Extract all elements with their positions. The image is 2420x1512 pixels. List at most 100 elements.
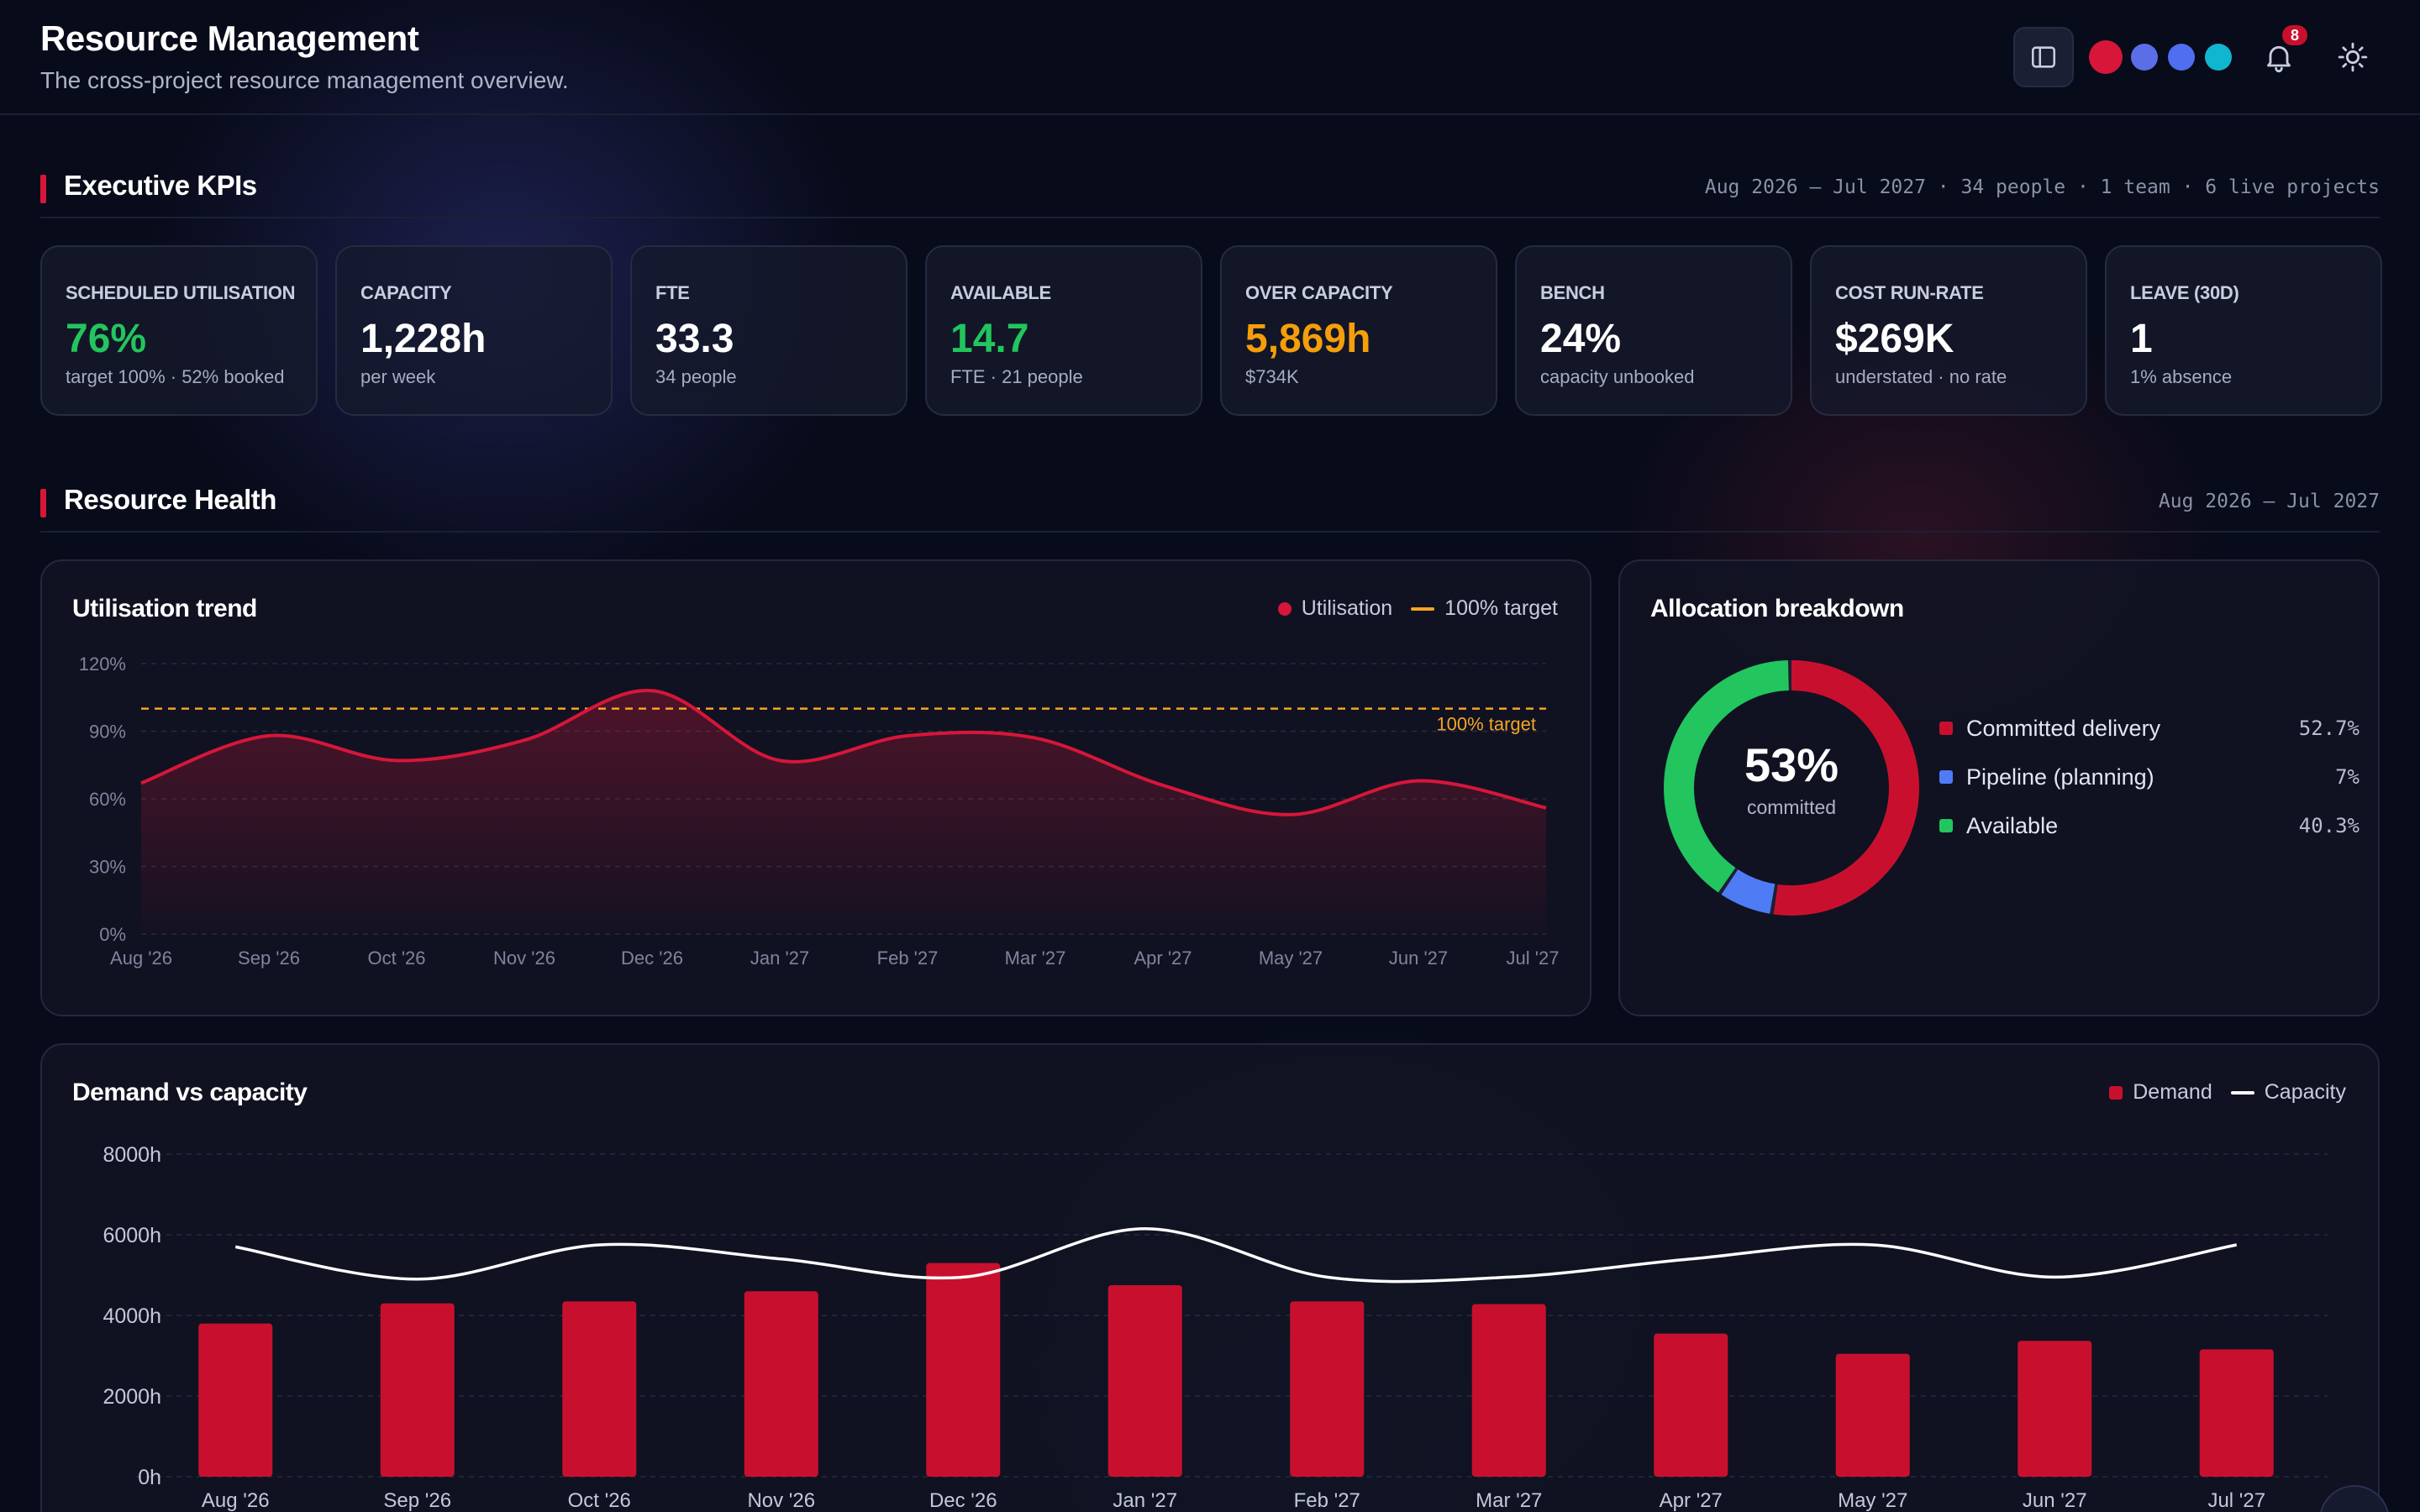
kpi-note: 34 people xyxy=(655,366,737,387)
kpi-value: 76% xyxy=(66,317,147,361)
bell-icon xyxy=(2267,45,2291,72)
allocation-legend: Committed delivery 52.7% Pipeline (plannin… xyxy=(1939,704,2360,850)
kpi-value: 14.7 xyxy=(950,317,1029,361)
y-tick-label: 2000h xyxy=(103,1385,161,1409)
allocation-percent: 7% xyxy=(2335,765,2360,789)
utilisation-line xyxy=(140,689,1547,816)
x-tick-label: Jun '27 xyxy=(1389,948,1448,969)
x-tick-label: Dec '26 xyxy=(621,948,683,969)
sun-icon xyxy=(2338,42,2368,72)
legend-item-target[interactable]: 100% target xyxy=(1411,596,1558,621)
x-tick-label: Jul '27 xyxy=(1507,948,1560,969)
kpi-note: capacity unbooked xyxy=(1540,366,1695,387)
x-tick-label: Jun '27 xyxy=(2023,1489,2087,1512)
donut-center-label: committed xyxy=(1746,796,1837,818)
target-label: 100% target xyxy=(1436,714,1536,735)
allocation-label: Committed delivery xyxy=(1966,715,2161,741)
utilisation-chart: 0% 30% 60% 90% 120% 100% target Aug '26 Sep '26… xyxy=(79,654,1560,969)
theme-toggle-button[interactable] xyxy=(2336,40,2370,74)
y-tick-label: 60% xyxy=(89,789,126,810)
kpi-value: 5,869h xyxy=(1245,317,1371,361)
donut-slice xyxy=(1664,660,1919,916)
legend-label: Capacity xyxy=(2264,1080,2346,1104)
kpi-card[interactable]: Available 14.7 FTE · 21 people xyxy=(925,245,1202,416)
legend-swatch xyxy=(1411,606,1435,611)
kpi-card[interactable]: Leave (30d) 1 1% absence xyxy=(2105,245,2382,416)
legend-swatch xyxy=(1939,819,1953,832)
legend-item-capacity[interactable]: Capacity xyxy=(2230,1080,2346,1105)
kpi-card[interactable]: Scheduled utilisation 76% target 100% · 52… xyxy=(40,245,318,416)
legend-item-demand[interactable]: Demand xyxy=(2109,1080,2212,1105)
x-tick-label: Apr '27 xyxy=(1134,948,1192,969)
x-tick-label: Mar '27 xyxy=(1005,948,1066,969)
notifications-button[interactable] xyxy=(2262,40,2296,74)
x-tick-label: Sep '26 xyxy=(383,1489,451,1512)
kpi-label: Capacity xyxy=(360,282,452,303)
kpi-card[interactable]: Over capacity 5,869h $734K xyxy=(1220,245,1497,416)
kpi-label: Scheduled utilisation xyxy=(66,282,296,303)
kpi-note: target 100% · 52% booked xyxy=(66,366,285,387)
kpi-value: $269K xyxy=(1835,317,1954,361)
theme-color-cyan[interactable] xyxy=(2205,44,2232,71)
x-tick-label: May '27 xyxy=(1838,1489,1907,1512)
legend-swatch xyxy=(2109,1085,2123,1100)
legend-item-utilisation[interactable]: Utilisation xyxy=(1277,596,1393,621)
theme-color-red[interactable] xyxy=(2089,40,2123,74)
y-tick-label: 90% xyxy=(89,722,126,743)
legend-swatch xyxy=(1939,770,1953,784)
x-tick-label: Feb '27 xyxy=(1294,1489,1360,1512)
legend-label: 100% target xyxy=(1444,596,1558,620)
legend-label: Utilisation xyxy=(1301,596,1393,620)
allocation-label: Available xyxy=(1966,812,2059,838)
allocation-legend-item[interactable]: Committed delivery 52.7% xyxy=(1939,704,2360,753)
x-tick-label: Jan '27 xyxy=(750,948,809,969)
kpi-label: Cost run-rate xyxy=(1835,282,1984,303)
kpi-note: $734K xyxy=(1245,366,1299,387)
allocation-percent: 40.3% xyxy=(2298,814,2360,837)
theme-color-blue[interactable] xyxy=(2168,44,2195,71)
demand-capacity-panel: Demand vs capacity Demand Capacity 0h 200… xyxy=(40,1043,2380,1512)
allocation-legend-item[interactable]: Pipeline (planning) 7% xyxy=(1939,753,2360,801)
demand-bar xyxy=(2199,1349,2274,1477)
section-title: Resource Health xyxy=(64,484,276,515)
x-tick-label: Aug '26 xyxy=(110,948,172,969)
x-tick-label: Mar '27 xyxy=(1476,1489,1542,1512)
y-tick-label: 0% xyxy=(99,924,126,945)
section-executive-kpis: Executive KPIs Aug 2026 – Jul 2027 · 34 … xyxy=(40,160,2380,218)
demand-bar xyxy=(380,1303,455,1477)
kpi-card[interactable]: Cost run-rate $269K understated · no rate xyxy=(1810,245,2087,416)
kpi-card[interactable]: Capacity 1,228h per week xyxy=(335,245,613,416)
section-meta: Aug 2026 – Jul 2027 · 34 people · 1 team… xyxy=(1704,176,2380,198)
kpi-label: Available xyxy=(950,282,1051,303)
y-tick-label: 120% xyxy=(79,654,126,675)
kpi-label: FTE xyxy=(655,282,690,303)
section-resource-health: Resource Health Aug 2026 – Jul 2027 xyxy=(40,474,2380,533)
notification-badge: 8 xyxy=(2282,25,2307,45)
kpi-card[interactable]: Bench 24% capacity unbooked xyxy=(1515,245,1792,416)
x-tick-label: Oct '26 xyxy=(568,1489,631,1512)
kpi-value: 1 xyxy=(2130,317,2153,361)
donut-slice xyxy=(1664,660,1919,916)
y-tick-label: 4000h xyxy=(103,1305,161,1328)
x-tick-label: Jul '27 xyxy=(2207,1489,2265,1512)
demand-bar xyxy=(198,1323,273,1477)
top-header: Resource Management The cross-project re… xyxy=(0,0,2420,115)
kpi-label: Bench xyxy=(1540,282,1605,303)
sidebar-toggle-button[interactable] xyxy=(2013,27,2074,87)
kpi-label: Over capacity xyxy=(1245,282,1393,303)
y-tick-label: 0h xyxy=(138,1466,161,1489)
allocation-legend-item[interactable]: Available 40.3% xyxy=(1939,801,2360,850)
donut-center-value: 53% xyxy=(1744,738,1839,791)
chart-legend: Utilisation 100% target xyxy=(1277,596,1558,621)
y-tick-label: 30% xyxy=(89,857,126,878)
demand-bar xyxy=(2018,1341,2092,1477)
theme-color-indigo[interactable] xyxy=(2131,44,2158,71)
allocation-breakdown-panel: Allocation breakdown 53% committed Commi… xyxy=(1618,559,2380,1016)
x-tick-label: Nov '26 xyxy=(493,948,555,969)
x-tick-label: Jan '27 xyxy=(1113,1489,1177,1512)
kpi-card[interactable]: FTE 33.3 34 people xyxy=(630,245,908,416)
kpi-value: 33.3 xyxy=(655,317,734,361)
x-tick-label: May '27 xyxy=(1259,948,1323,969)
x-tick-label: Dec '26 xyxy=(929,1489,997,1512)
